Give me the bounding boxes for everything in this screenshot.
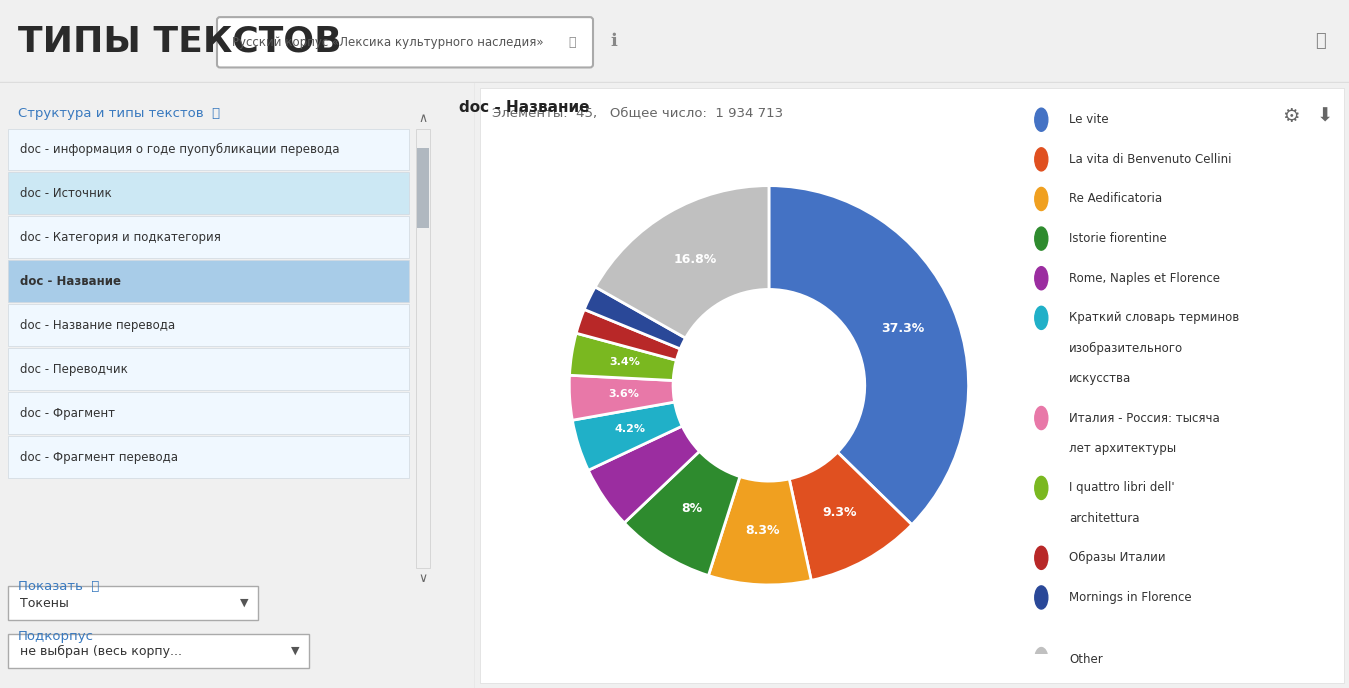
Text: Образы Италии: Образы Италии (1070, 551, 1166, 564)
Text: 4.2%: 4.2% (615, 424, 646, 434)
Text: 3.6%: 3.6% (608, 389, 639, 400)
Text: doc - Название: doc - Название (20, 275, 121, 288)
FancyBboxPatch shape (8, 634, 309, 668)
Text: Rome, Naples et Florence: Rome, Naples et Florence (1070, 272, 1221, 285)
Text: doc - Категория и подкатегория: doc - Категория и подкатегория (20, 231, 221, 244)
Text: ⬇: ⬇ (1317, 107, 1333, 125)
Bar (8, 260, 409, 302)
Bar (8, 436, 409, 478)
Text: doc - Фрагмент перевода: doc - Фрагмент перевода (20, 451, 178, 464)
Text: Le vite: Le vite (1070, 114, 1109, 126)
Text: Istorie fiorentine: Istorie fiorentine (1070, 232, 1167, 245)
Circle shape (1035, 306, 1048, 330)
Circle shape (1035, 148, 1048, 171)
Wedge shape (584, 287, 685, 349)
Text: ТИПЫ ТЕКСТОВ: ТИПЫ ТЕКСТОВ (18, 24, 341, 58)
Text: Показать  ⓘ: Показать ⓘ (18, 580, 100, 593)
Text: 8%: 8% (681, 502, 703, 515)
Wedge shape (625, 451, 739, 576)
Text: doc - информация о годе пуопубликации перевода: doc - информация о годе пуопубликации пе… (20, 143, 340, 156)
Text: искусства: искусства (1070, 372, 1132, 385)
Text: Италия - Россия: тысяча: Италия - Россия: тысяча (1070, 411, 1219, 424)
Text: Other: Other (1070, 653, 1103, 665)
Wedge shape (595, 186, 769, 338)
Bar (415, 129, 430, 568)
Text: Re Aedificatoria: Re Aedificatoria (1070, 193, 1163, 206)
Text: doc - Переводчик: doc - Переводчик (20, 363, 128, 376)
Circle shape (1035, 407, 1048, 429)
Wedge shape (708, 477, 811, 585)
Bar (8, 348, 409, 390)
Wedge shape (572, 402, 683, 471)
Text: 👤: 👤 (1315, 32, 1325, 50)
Circle shape (1035, 647, 1048, 671)
Circle shape (1035, 586, 1048, 609)
Text: 9.3%: 9.3% (823, 506, 857, 519)
Text: не выбран (весь корпу...: не выбран (весь корпу... (20, 645, 182, 658)
Text: doc - Источник: doc - Источник (20, 187, 112, 200)
Bar (8, 129, 409, 171)
Text: Mornings in Florence: Mornings in Florence (1070, 591, 1193, 604)
Text: Токены: Токены (20, 596, 69, 610)
FancyBboxPatch shape (217, 17, 594, 67)
Text: ▼: ▼ (240, 598, 250, 608)
Text: doc - Название перевода: doc - Название перевода (20, 319, 175, 332)
Bar (8, 217, 409, 259)
Text: Краткий словарь терминов: Краткий словарь терминов (1070, 312, 1240, 324)
Text: ∨: ∨ (418, 572, 428, 585)
Text: Структура и типы текстов  ⓘ: Структура и типы текстов ⓘ (18, 107, 220, 120)
Text: Элементы:  45,   Общее число:  1 934 713: Элементы: 45, Общее число: 1 934 713 (492, 107, 784, 120)
Text: ∧: ∧ (418, 112, 428, 125)
Text: I quattro libri dell': I quattro libri dell' (1070, 482, 1175, 495)
Text: 3.4%: 3.4% (610, 358, 641, 367)
Text: doc - Название: doc - Название (460, 100, 590, 115)
Bar (8, 173, 409, 215)
Bar (8, 304, 409, 346)
Text: лет архитектуры: лет архитектуры (1070, 442, 1176, 455)
Text: 🔍: 🔍 (568, 36, 576, 49)
Circle shape (1035, 546, 1048, 570)
Circle shape (1035, 227, 1048, 250)
Circle shape (1035, 476, 1048, 499)
Wedge shape (569, 333, 676, 380)
Text: Подкорпус: Подкорпус (18, 630, 94, 643)
Text: изобразительного: изобразительного (1070, 341, 1183, 355)
Text: La vita di Benvenuto Cellini: La vita di Benvenuto Cellini (1070, 153, 1232, 166)
Wedge shape (576, 310, 680, 361)
Bar (417, 149, 429, 228)
Text: 37.3%: 37.3% (882, 322, 925, 335)
Wedge shape (588, 426, 700, 523)
Wedge shape (789, 452, 912, 581)
Text: ▼: ▼ (290, 646, 299, 656)
Circle shape (1035, 267, 1048, 290)
Wedge shape (569, 375, 674, 420)
Text: architettura: architettura (1070, 512, 1140, 525)
Text: doc - Фрагмент: doc - Фрагмент (20, 407, 115, 420)
Bar (8, 392, 409, 434)
Wedge shape (769, 186, 969, 525)
Circle shape (1035, 108, 1048, 131)
Text: 8.3%: 8.3% (745, 524, 780, 537)
Text: ℹ: ℹ (611, 32, 618, 50)
Text: 16.8%: 16.8% (674, 253, 718, 266)
FancyBboxPatch shape (8, 586, 259, 620)
Text: Русский корпус «Лексика культурного наследия»: Русский корпус «Лексика культурного насл… (232, 36, 544, 49)
Circle shape (1035, 187, 1048, 211)
Text: ⚙: ⚙ (1283, 107, 1300, 125)
